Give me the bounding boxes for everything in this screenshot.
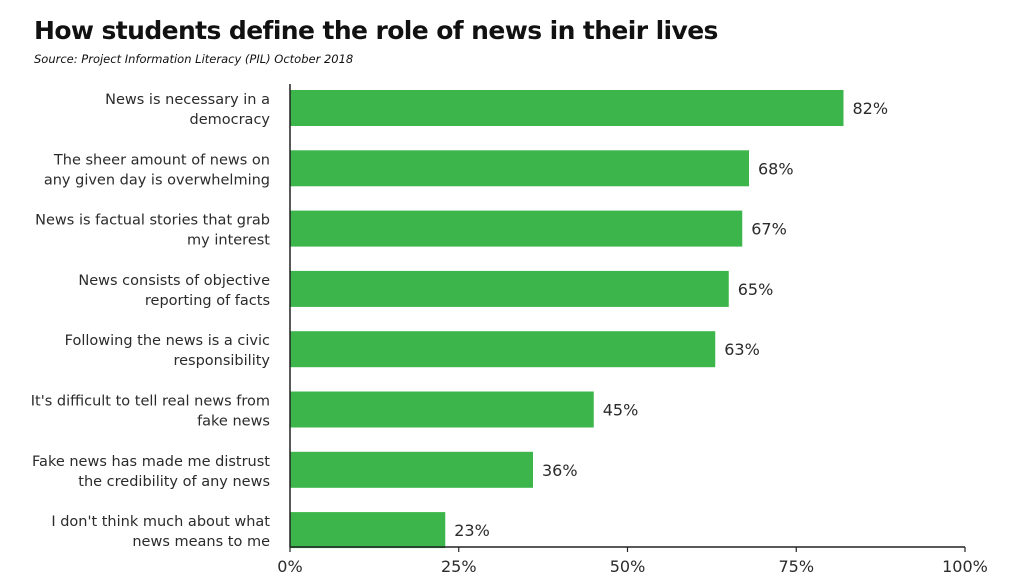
category-label-line: news means to me <box>132 534 270 550</box>
category-label-line: News is necessary in a <box>105 92 270 108</box>
category-label-line: democracy <box>190 112 271 128</box>
category-label: I don't think much about what news means … <box>51 514 270 550</box>
value-label: 68% <box>758 159 794 178</box>
category-label: News is necessary in a democracy <box>105 92 270 128</box>
category-label: News consists of objective reporting of f… <box>78 273 270 309</box>
bar <box>290 451 533 488</box>
category-label-line: The sheer amount of news on <box>53 152 270 168</box>
category-label-line: Following the news is a civic <box>65 333 270 349</box>
category-label-line: I don't think much about what <box>51 514 270 530</box>
chart-title: How students define the role of news in … <box>34 16 718 45</box>
value-label: 67% <box>751 220 787 239</box>
axes-layer: 0% 25% 50% 75% 100% <box>277 84 988 576</box>
chart-subtitle: Source: Project Information Literacy (PI… <box>34 52 354 66</box>
bars-layer <box>290 90 844 549</box>
category-label: News is factual stories that grab my inte… <box>35 213 270 249</box>
category-label-line: fake news <box>197 414 270 430</box>
bar <box>290 210 743 247</box>
bar <box>290 90 844 126</box>
x-tick-label: 100% <box>942 557 988 576</box>
category-label-line: Fake news has made me distrust <box>32 454 270 470</box>
value-label: 23% <box>454 521 490 540</box>
value-label: 45% <box>603 401 639 420</box>
x-tick-label: 75% <box>778 557 814 576</box>
category-label: Fake news has made me distrust the credib… <box>32 454 270 490</box>
x-tick-label: 50% <box>610 557 646 576</box>
category-label-line: reporting of facts <box>145 293 270 309</box>
value-label: 36% <box>542 461 578 480</box>
value-label: 63% <box>724 340 760 359</box>
bar <box>290 270 729 307</box>
category-label-line: the credibility of any news <box>78 474 270 490</box>
x-tick-label: 25% <box>441 557 477 576</box>
bar <box>290 331 716 368</box>
value-label: 65% <box>738 280 774 299</box>
category-label-line: responsibility <box>173 353 270 369</box>
category-label-line: It's difficult to tell real news from <box>31 394 270 410</box>
category-label-line: any given day is overwhelming <box>44 172 270 188</box>
value-labels-layer: 82% 68% 67% 65% 63% 45% 36% 23% <box>454 99 888 540</box>
category-label: It's difficult to tell real news from fak… <box>31 394 270 430</box>
category-label: The sheer amount of news on any given day… <box>44 152 270 188</box>
category-label: Following the news is a civic responsibil… <box>65 333 271 369</box>
bar <box>290 391 594 428</box>
x-tick-label: 0% <box>277 557 302 576</box>
category-label-line: News consists of objective <box>78 273 270 289</box>
category-label-line: News is factual stories that grab <box>35 213 270 229</box>
category-labels-layer: News is necessary in a democracy The sheer… <box>31 92 271 550</box>
bar <box>290 150 749 187</box>
category-label-line: my interest <box>187 233 270 249</box>
value-label: 82% <box>853 99 889 118</box>
bar <box>290 512 446 549</box>
